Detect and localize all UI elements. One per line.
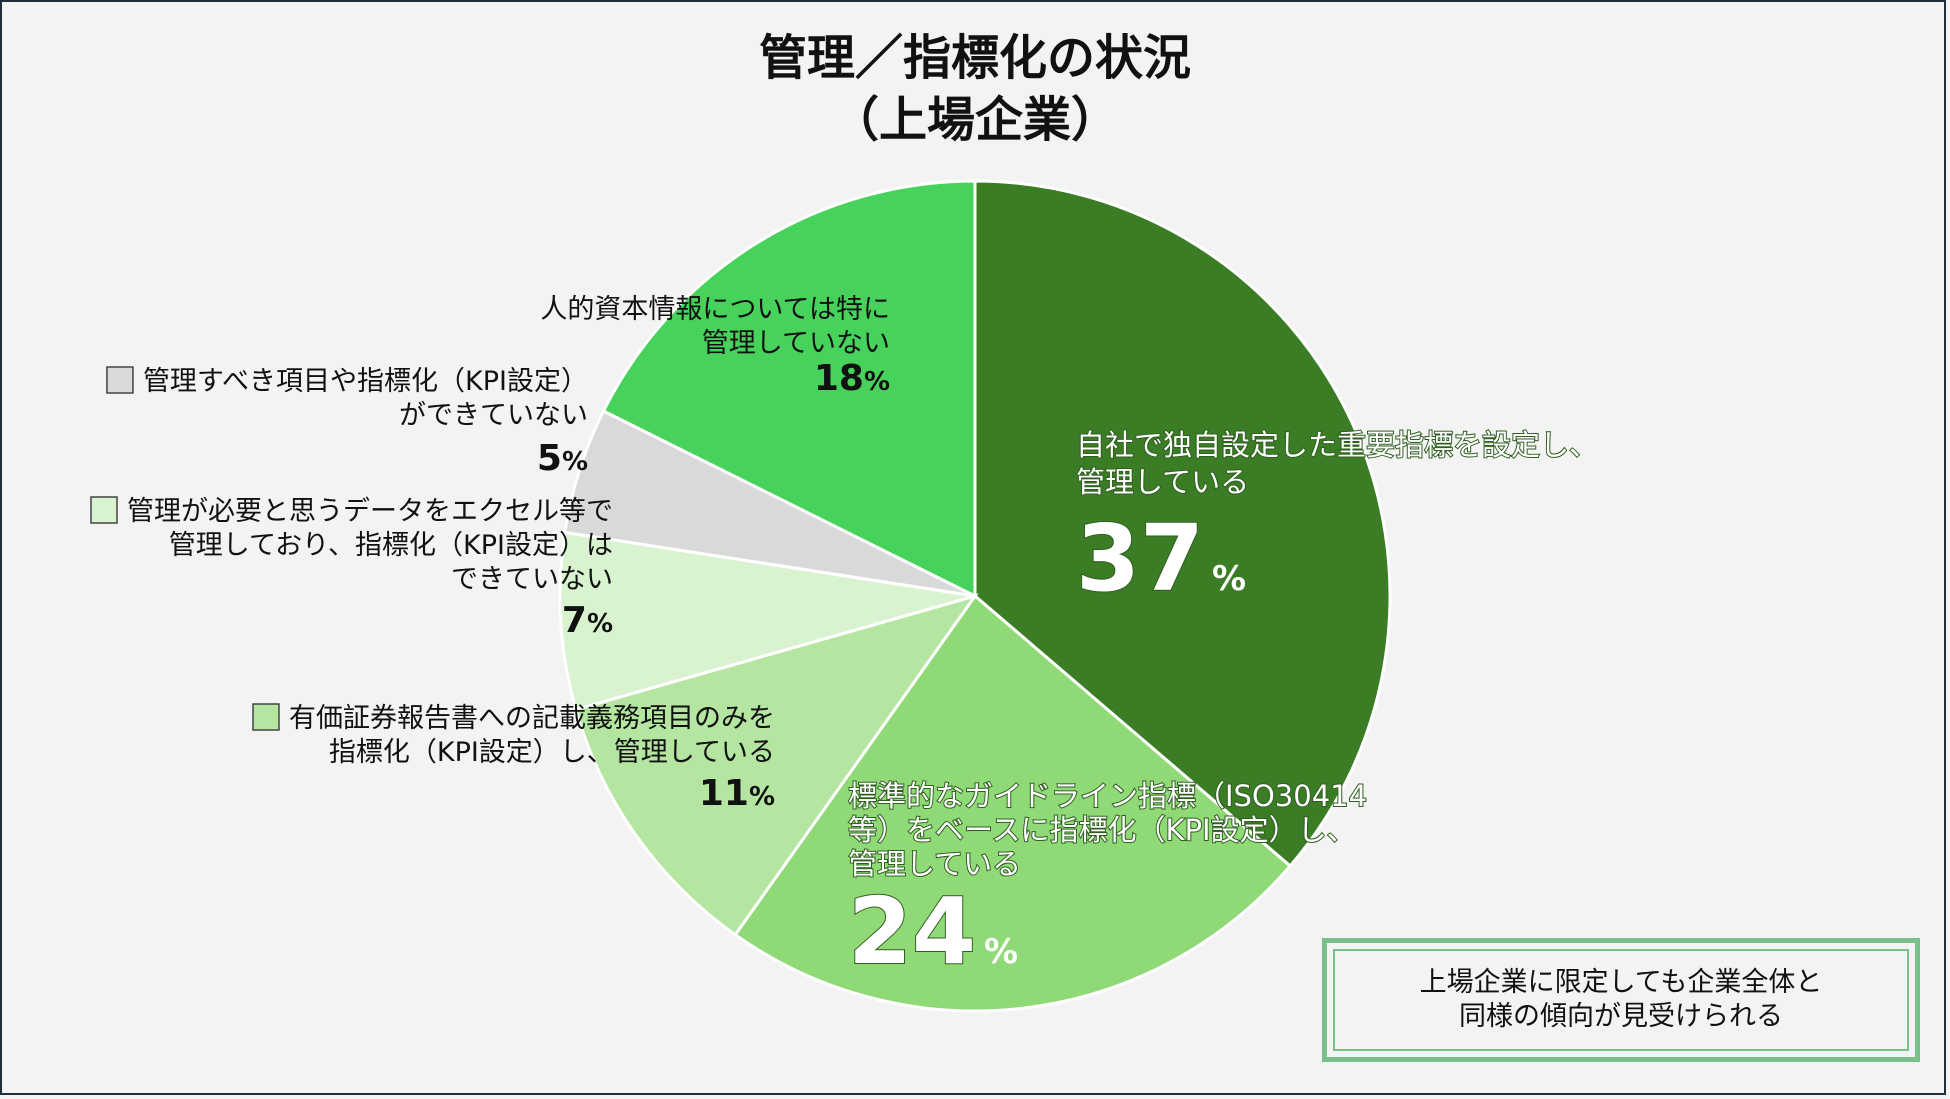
legend-swatch <box>106 366 134 394</box>
pie-slice <box>601 179 977 599</box>
slice-label-line: 管理しており、指標化（KPI設定）は <box>169 530 613 561</box>
slice-label-line: 指標化（KPI設定）し、管理している <box>329 737 775 768</box>
note-text: 上場企業に限定しても企業全体と 同様の傾向が見受けられる <box>1333 949 1909 1051</box>
pie-slice <box>733 593 1293 1013</box>
slice-label-line: ができていない <box>399 400 588 431</box>
legend-swatch <box>252 703 280 731</box>
slice-label-line: 等）をベースに指標化（KPI設定）し、 <box>848 813 1356 847</box>
legend-swatch <box>90 496 118 524</box>
slice-label-line: 有価証券報告書への記載義務項目のみを <box>289 703 775 734</box>
pie-slices <box>558 179 1392 1013</box>
slice-label-line: 管理している <box>848 847 1021 881</box>
slice-percent-symbol: % <box>1212 559 1246 599</box>
slice-label-line: 管理している <box>1076 465 1249 499</box>
pie-slice <box>973 179 1392 869</box>
slice-percent-value: 37 <box>1076 505 1204 612</box>
slice-label-line: 管理すべき項目や指標化（KPI設定） <box>143 366 588 397</box>
slice-percent-value: 5% <box>537 438 588 479</box>
chart-title-line: （上場企業） <box>831 92 1119 148</box>
pie-slice <box>558 530 976 712</box>
note-box: 上場企業に限定しても企業全体と 同様の傾向が見受けられる <box>1322 938 1920 1062</box>
slice-percent-value: 18% <box>814 358 890 399</box>
chart-title: 管理／指標化の状況 （上場企業） <box>759 30 1191 148</box>
slice-percent-symbol: % <box>984 932 1018 972</box>
pie-slice <box>573 593 979 937</box>
slice-label-line: 管理していない <box>702 328 890 359</box>
slice-percent-value: 24 <box>848 878 976 985</box>
slice-label-line: 人的資本情報については特に <box>540 294 890 325</box>
slice-label-line: 標準的なガイドライン指標（ISO30414 <box>848 779 1367 813</box>
slice-percent-value: 7% <box>562 600 613 641</box>
slice-label-line: 自社で独自設定した重要指標を設定し、 <box>1076 428 1598 462</box>
chart-title-line: 管理／指標化の状況 <box>759 30 1191 86</box>
slice-percent-value: 11% <box>699 773 775 814</box>
slice-label-line: 管理が必要と思うデータをエクセル等で <box>127 496 613 527</box>
slice-label-line: できていない <box>451 564 613 595</box>
